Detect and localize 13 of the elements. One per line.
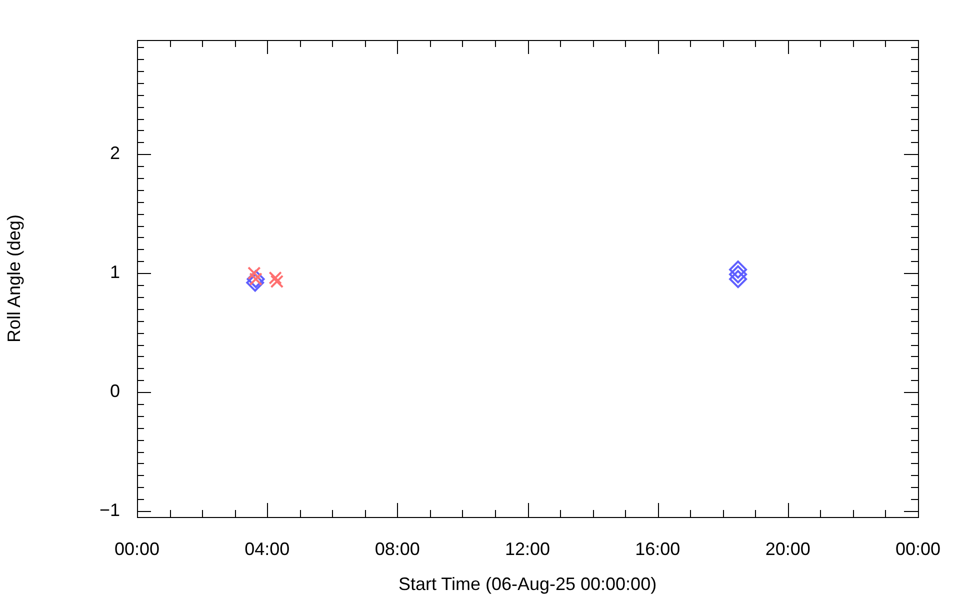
x-tick-label: 00:00	[895, 538, 941, 559]
y-axis-title: Roll Angle (deg)	[4, 214, 24, 343]
x-tick-label: 16:00	[635, 538, 680, 559]
x-tick-label: 04:00	[244, 538, 290, 559]
x-tick-label: 20:00	[765, 538, 810, 559]
y-tick-label: 0	[110, 381, 120, 402]
x-axis-title: Start Time (06-Aug-25 00:00:00)	[398, 574, 657, 594]
y-tick-label: −1	[99, 500, 120, 520]
y-tick-label: 1	[110, 262, 120, 282]
x-tick-label: 08:00	[374, 538, 420, 559]
y-tick-label: 2	[110, 143, 120, 164]
x-tick-label: 00:00	[114, 538, 160, 559]
x-tick-label: 12:00	[504, 538, 550, 559]
